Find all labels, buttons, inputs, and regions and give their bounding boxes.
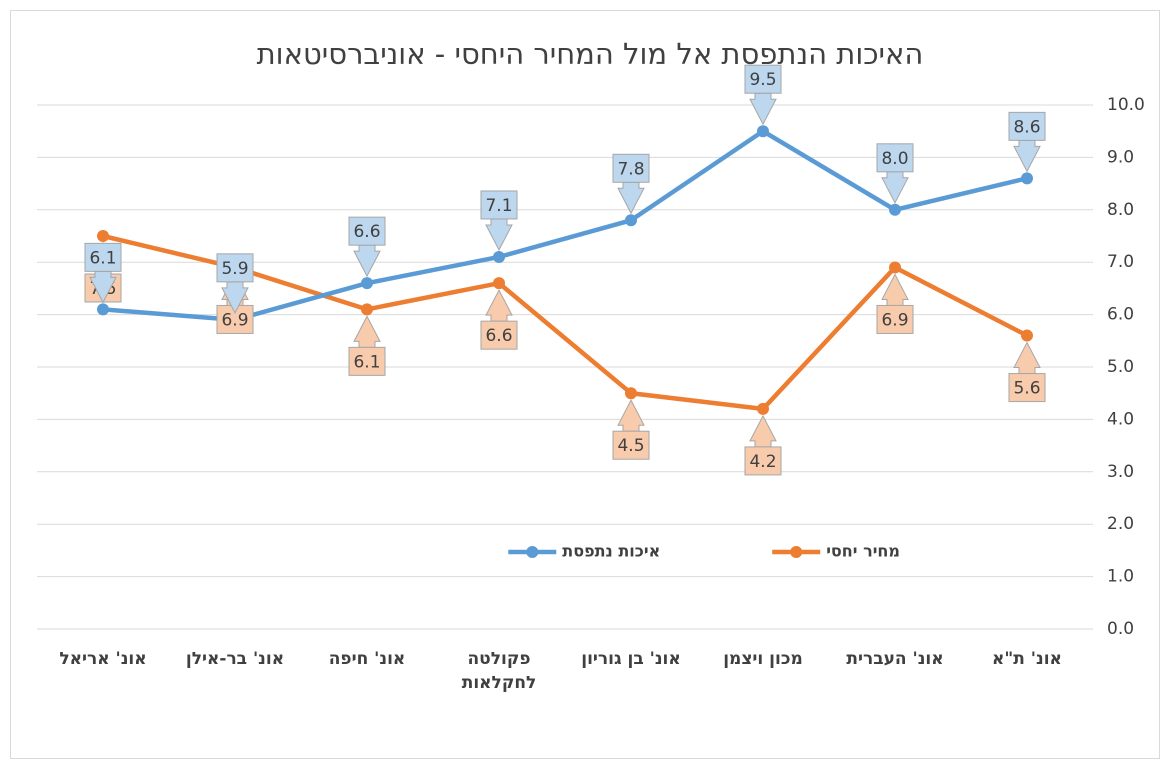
point xyxy=(361,303,373,316)
point xyxy=(889,203,901,216)
x-tick-label: אונ' בן גוריון xyxy=(581,649,681,669)
point xyxy=(493,250,505,263)
callout-arrow xyxy=(353,244,381,278)
point xyxy=(361,277,373,290)
y-tick-label: 3.0 xyxy=(1107,462,1134,482)
y-tick-label: 0.0 xyxy=(1107,619,1134,639)
y-tick-label: 5.0 xyxy=(1107,357,1134,377)
callout-arrow xyxy=(485,289,513,322)
y-tick-label: 2.0 xyxy=(1107,514,1134,534)
y-tick-label: 8.0 xyxy=(1107,200,1134,220)
x-tick-label: מכון ויצמן xyxy=(723,649,803,669)
callout-arrow xyxy=(353,315,381,348)
data-label: 6.6 xyxy=(353,222,380,242)
chart-title: האיכות הנתפסת אל מול המחיר היחסי - אוניב… xyxy=(257,37,924,71)
callout-arrow xyxy=(1013,341,1041,375)
data-label: 5.9 xyxy=(221,259,248,279)
callout-box xyxy=(744,446,782,476)
data-label: 6.9 xyxy=(881,310,908,330)
callout-box xyxy=(1008,111,1046,141)
x-tick-label: אונ' חיפה xyxy=(329,649,406,669)
callout-arrow xyxy=(89,270,117,304)
y-tick-label: 4.0 xyxy=(1107,409,1134,429)
legend-marker xyxy=(526,546,539,558)
callout-box xyxy=(876,143,914,173)
legend-label: איכות נתפסת xyxy=(562,542,660,561)
chart-border xyxy=(10,10,1160,759)
callout-box xyxy=(744,64,782,94)
callout-box xyxy=(216,253,254,283)
x-tick-label: פקולטה לחקלאות xyxy=(462,649,537,693)
x-tick-label: אונ' בר-אילן xyxy=(186,649,284,669)
point xyxy=(889,261,901,274)
series-line xyxy=(102,233,1029,412)
callout-arrow xyxy=(617,181,645,215)
data-label: 6.6 xyxy=(485,326,512,346)
data-label: 8.0 xyxy=(881,149,908,169)
callout-arrow xyxy=(1013,139,1041,173)
callout-box xyxy=(1008,373,1046,403)
data-label: 4.2 xyxy=(749,452,776,472)
point xyxy=(1021,172,1033,185)
data-label: 6.1 xyxy=(353,352,380,372)
callout-box xyxy=(480,190,518,220)
callout-box xyxy=(348,216,386,246)
callout-arrow xyxy=(749,92,777,126)
callout-box xyxy=(612,153,650,183)
point xyxy=(757,402,769,415)
point xyxy=(493,277,505,290)
point xyxy=(1021,329,1033,342)
legend-label: מחיר יחסי xyxy=(826,542,900,561)
point xyxy=(625,387,637,400)
callout-arrow xyxy=(881,171,909,204)
point xyxy=(97,230,109,242)
callout-arrow xyxy=(617,399,645,432)
legend-marker xyxy=(790,546,803,558)
callout-box xyxy=(876,304,914,334)
point xyxy=(757,125,769,138)
x-tick-label: אונ' אריאל xyxy=(59,649,146,669)
y-tick-label: 6.0 xyxy=(1107,305,1134,325)
data-label: 4.5 xyxy=(617,436,644,456)
callout-box xyxy=(612,430,650,460)
callout-box xyxy=(348,346,386,376)
callout-arrow xyxy=(485,218,513,252)
y-tick-label: 9.0 xyxy=(1107,147,1134,167)
callout-arrow xyxy=(749,414,777,448)
data-label: 8.6 xyxy=(1013,117,1040,137)
point xyxy=(97,303,109,316)
y-tick-label: 7.0 xyxy=(1107,252,1134,272)
x-tick-label: אונ' ת"א xyxy=(992,649,1062,669)
y-tick-label: 10.0 xyxy=(1107,95,1145,115)
callout-arrow xyxy=(881,273,909,306)
data-label: 6.1 xyxy=(89,248,116,268)
data-label: 9.5 xyxy=(749,70,776,90)
y-tick-label: 1.0 xyxy=(1107,567,1134,587)
data-label: 7.1 xyxy=(485,196,512,216)
callout-box xyxy=(480,320,518,350)
x-tick-label: אונ' העברית xyxy=(846,649,943,669)
callout-arrow xyxy=(221,281,249,314)
callout-box xyxy=(84,242,122,272)
point xyxy=(625,214,637,227)
data-label: 7.8 xyxy=(617,159,644,179)
data-label: 6.9 xyxy=(221,310,248,330)
series-line xyxy=(102,128,1028,323)
data-label: 5.6 xyxy=(1013,379,1040,399)
